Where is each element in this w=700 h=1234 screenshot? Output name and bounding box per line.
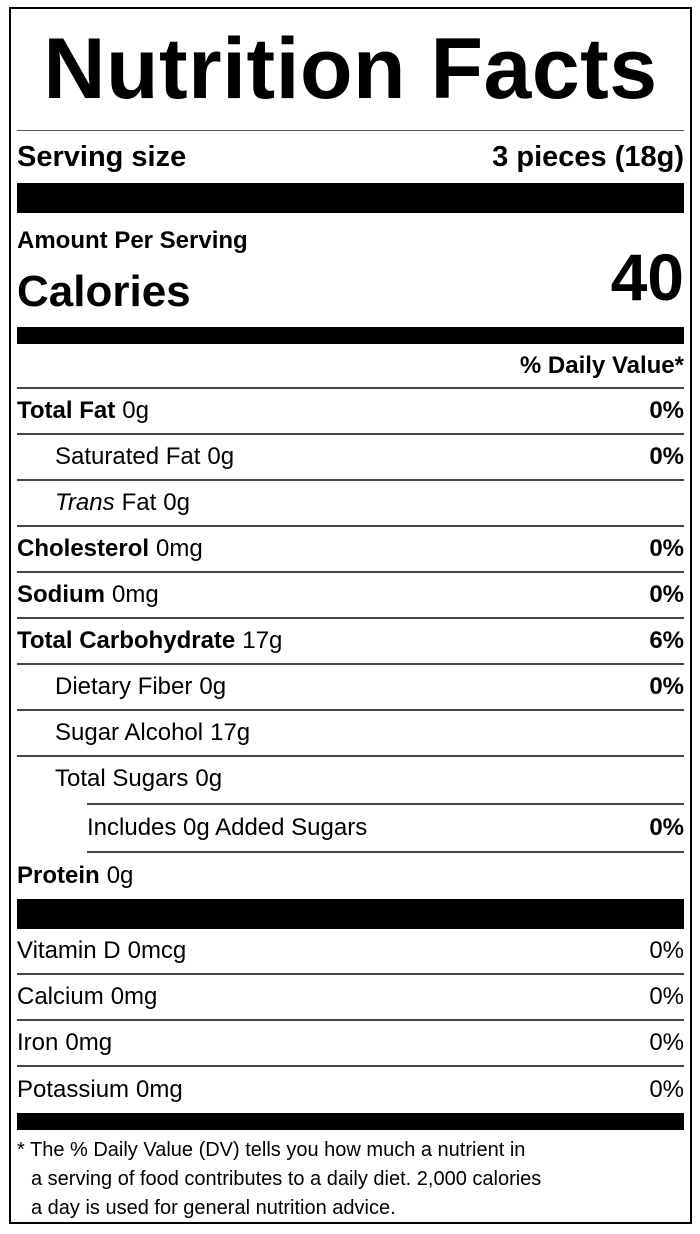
nutrient-row: Total Sugars 0g xyxy=(17,757,684,803)
nutrient-amount: 0mg xyxy=(136,1076,183,1103)
nutrient-label: Includes 0g Added Sugars xyxy=(87,814,368,841)
nutrient-name: Total Carbohydrate 17g xyxy=(17,627,282,655)
nutrient-label: Iron xyxy=(17,1029,59,1056)
nutrient-dv: 0% xyxy=(649,1076,684,1103)
amount-heading: Amount Per Serving xyxy=(17,227,248,254)
nutrient-name: Dietary Fiber 0g xyxy=(55,673,226,701)
footnote-line: a day is used for general nutrition advi… xyxy=(31,1197,396,1219)
nutrients: Total Fat 0g 0% Saturated Fat 0g 0% Trans Fat 0g… xyxy=(17,389,684,899)
vitamins: Vitamin D 0mcg 0% Calcium 0mg 0% Iron 0mg 0% Pota… xyxy=(17,929,684,1113)
nutrient-amount: 0g xyxy=(163,489,190,516)
nutrient-dv: 0% xyxy=(649,814,684,841)
nutrient-row: Protein 0g xyxy=(17,853,684,899)
nutrient-italic: Trans xyxy=(55,489,115,516)
nutrient-dv: 0% xyxy=(649,535,684,562)
nutrient-amount: 0mg xyxy=(110,983,158,1010)
nutrient-dv: 0% xyxy=(649,983,684,1010)
nutrient-dv: 0% xyxy=(649,673,684,700)
calories-row: Calories 40 xyxy=(17,240,684,327)
nutrient-label: Saturated Fat xyxy=(55,443,201,470)
nutrient-row: Calcium 0mg 0% xyxy=(17,975,684,1021)
nutrient-row: Sugar Alcohol 17g xyxy=(17,711,684,757)
nutrient-name: Protein 0g xyxy=(17,862,133,890)
serving-label: Serving size xyxy=(17,140,187,173)
nutrient-label: Cholesterol xyxy=(17,535,150,562)
nutrient-amount: 0g xyxy=(199,673,227,700)
nutrient-label: Fat xyxy=(121,489,157,516)
thick-bar xyxy=(17,183,684,213)
nutrient-row: Total Fat 0g 0% xyxy=(17,389,684,435)
nutrient-name: Vitamin D 0mcg xyxy=(17,937,186,965)
nutrient-dv: 0% xyxy=(649,397,684,424)
nutrient-amount: 0g xyxy=(106,862,134,889)
dv-heading: % Daily Value* xyxy=(519,351,684,379)
nutrient-amount: 0g xyxy=(122,397,149,424)
nutrient-dv: 6% xyxy=(649,627,684,654)
nutrient-name: Total Fat 0g xyxy=(17,397,149,425)
nutrient-row: Includes 0g Added Sugars 0% xyxy=(87,803,684,853)
thick-bar xyxy=(17,899,684,929)
nutrient-amount: 0g xyxy=(207,443,235,470)
nutrient-name: Calcium 0mg xyxy=(17,983,157,1011)
nutrient-label: Dietary Fiber xyxy=(55,673,193,700)
thick-bar xyxy=(17,327,684,344)
nutrient-label: Vitamin D xyxy=(17,937,121,964)
nutrient-dv: 0% xyxy=(649,443,684,470)
thick-bar xyxy=(17,1113,684,1130)
nutrient-dv: 0% xyxy=(649,581,684,608)
title: Nutrition Facts xyxy=(17,9,684,131)
nutrient-name: Cholesterol 0mg xyxy=(17,535,203,563)
nutrient-row: Potassium 0mg 0% xyxy=(17,1067,684,1113)
nutrient-name: Includes 0g Added Sugars xyxy=(87,814,367,842)
calories-label: Calories xyxy=(17,267,191,316)
calories-value: 40 xyxy=(610,240,684,314)
nutrient-dv: 0% xyxy=(649,937,684,964)
nutrient-name: Potassium 0mg xyxy=(17,1076,183,1104)
nutrient-name: Saturated Fat 0g xyxy=(55,443,234,471)
nutrient-amount: 0mcg xyxy=(127,937,187,964)
nutrient-label: Protein xyxy=(17,862,100,889)
nutrient-name: Sodium 0mg xyxy=(17,581,159,609)
nutrient-amount: 17g xyxy=(242,627,283,654)
nutrient-label: Calcium xyxy=(17,983,104,1010)
nutrient-amount: 0g xyxy=(195,765,223,792)
nutrient-row: Total Carbohydrate 17g 6% xyxy=(17,619,684,665)
serving-value: 3 pieces (18g) xyxy=(492,140,684,173)
nutrient-label: Total Carbohydrate xyxy=(17,627,236,654)
nutrient-amount: 0mg xyxy=(65,1029,113,1056)
nutrient-label: Sugar Alcohol xyxy=(55,719,204,746)
dv-heading-row: % Daily Value* xyxy=(17,344,684,389)
nutrient-amount: 0mg xyxy=(112,581,159,608)
nutrient-label: Potassium xyxy=(17,1076,130,1103)
nutrient-label: Sodium xyxy=(17,581,105,608)
nutrient-row: Cholesterol 0mg 0% xyxy=(17,527,684,573)
footnote-line: * The % Daily Value (DV) tells you how m… xyxy=(17,1139,526,1161)
nutrient-row: Saturated Fat 0g 0% xyxy=(17,435,684,481)
nutrient-row: Trans Fat 0g xyxy=(17,481,684,527)
nutrient-amount: 0mg xyxy=(156,535,203,562)
nutrient-amount: 17g xyxy=(210,719,251,746)
nutrient-label: Total Sugars xyxy=(55,765,189,792)
nutrient-row: Vitamin D 0mcg 0% xyxy=(17,929,684,975)
footnote: * The % Daily Value (DV) tells you how m… xyxy=(17,1130,684,1223)
footnote-line: a serving of food contributes to a daily… xyxy=(31,1168,542,1190)
nutrient-dv: 0% xyxy=(649,1029,684,1056)
nutrient-row: Sodium 0mg 0% xyxy=(17,573,684,619)
nutrient-label: Total Fat xyxy=(17,397,116,424)
serving-row: Serving size 3 pieces (18g) xyxy=(17,131,684,183)
nutrient-name: Sugar Alcohol 17g xyxy=(55,719,250,747)
nutrient-name: Trans Fat 0g xyxy=(55,489,190,517)
nutrient-name: Iron 0mg xyxy=(17,1029,112,1057)
nutrient-row: Iron 0mg 0% xyxy=(17,1021,684,1067)
nutrient-name: Total Sugars 0g xyxy=(55,765,222,793)
nutrient-row: Dietary Fiber 0g 0% xyxy=(17,665,684,711)
nutrition-label: Nutrition Facts Serving size 3 pieces (1… xyxy=(9,7,692,1224)
